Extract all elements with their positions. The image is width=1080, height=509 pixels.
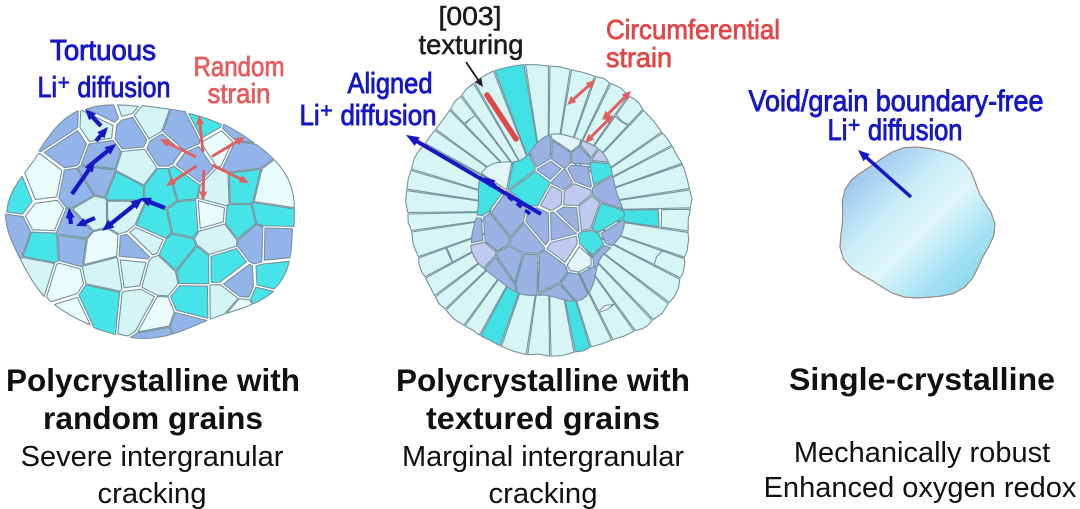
svg-text:Severe intergranular: Severe intergranular xyxy=(21,441,284,473)
svg-text:texturing: texturing xyxy=(419,29,524,60)
svg-text:strain: strain xyxy=(606,42,672,73)
svg-text:Mechanically robust: Mechanically robust xyxy=(794,437,1050,469)
svg-text:Tortuous: Tortuous xyxy=(50,35,156,67)
svg-text:cracking: cracking xyxy=(98,478,207,509)
svg-text:Polycrystalline with: Polycrystalline with xyxy=(6,362,300,398)
svg-text:Li⁺ diffusion: Li⁺ diffusion xyxy=(828,114,963,147)
svg-text:Circumferential: Circumferential xyxy=(606,14,780,45)
svg-text:random grains: random grains xyxy=(43,400,263,436)
svg-text:Enhanced oxygen redox: Enhanced oxygen redox xyxy=(764,472,1077,504)
svg-text:Li⁺ diffusion: Li⁺ diffusion xyxy=(300,100,437,132)
svg-text:Aligned: Aligned xyxy=(348,68,433,100)
svg-text:Marginal intergranular: Marginal intergranular xyxy=(402,441,684,473)
svg-text:Single-crystalline: Single-crystalline xyxy=(789,361,1055,397)
svg-text:[003]: [003] xyxy=(439,1,502,31)
svg-text:Void/grain boundary-free: Void/grain boundary-free xyxy=(749,85,1044,118)
svg-text:cracking: cracking xyxy=(489,478,598,509)
svg-text:textured grains: textured grains xyxy=(426,400,660,436)
svg-text:strain: strain xyxy=(208,78,271,109)
svg-text:Li⁺ diffusion: Li⁺ diffusion xyxy=(38,72,171,104)
svg-text:Polycrystalline with: Polycrystalline with xyxy=(396,362,690,398)
svg-text:Random: Random xyxy=(194,51,285,82)
